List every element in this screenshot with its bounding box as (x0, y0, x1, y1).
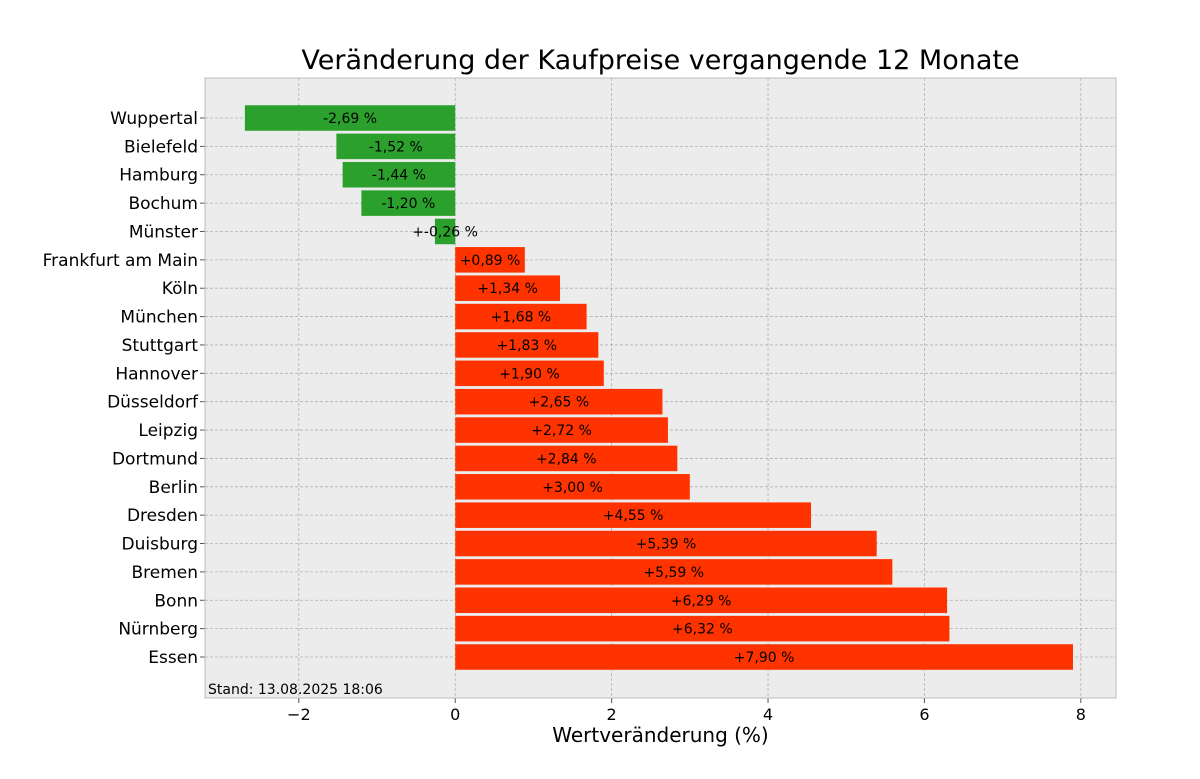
x-tick-label: −2 (287, 705, 311, 724)
x-tick-label: 6 (919, 705, 929, 724)
y-category-label: Dortmund (112, 449, 198, 469)
y-category-label: Bochum (128, 194, 198, 214)
bar (455, 388, 663, 415)
bar (244, 105, 456, 131)
bar-value-label: -1,52 % (369, 139, 423, 155)
y-category-label: Hamburg (119, 166, 198, 186)
y-category-label: Berlin (149, 478, 198, 498)
bar (455, 530, 877, 557)
bar-value-label: +1,34 % (477, 281, 538, 297)
y-category-label: Köln (162, 279, 198, 299)
bar (455, 303, 587, 330)
bar-value-label: +4,55 % (603, 508, 664, 524)
bar-value-label: +2,84 % (536, 451, 597, 467)
bar-value-labels: -2,69 % -1,52 % -1,44 % -1,20 % +-0,26 % +0,8… (323, 111, 794, 666)
y-category-label: Hannover (115, 364, 198, 384)
bar (455, 332, 599, 358)
plot-frame (204, 77, 1117, 699)
y-category-label: Wuppertal (110, 109, 198, 129)
bar (455, 559, 893, 585)
bar-value-label: +2,72 % (531, 423, 592, 439)
chart-title: Veränderung der Kaufpreise vergangende 1… (301, 45, 1019, 76)
y-category-labels: Wuppertal Bielefeld Hamburg Bochum Münster Fr… (43, 109, 205, 668)
bar (361, 190, 456, 216)
bar-value-label: +-0,26 % (412, 224, 478, 240)
bar-value-label: +1,90 % (499, 366, 560, 382)
y-category-label: Münster (129, 222, 198, 242)
y-category-label: Frankfurt am Main (43, 251, 198, 271)
bar-value-label: +5,39 % (636, 537, 697, 553)
bar-value-label: +1,83 % (496, 338, 557, 354)
y-category-label: Dresden (127, 506, 198, 526)
x-tick-label: 8 (1076, 705, 1086, 724)
bar (434, 218, 456, 245)
bar-value-label: +2,65 % (529, 395, 590, 411)
y-category-label: Stuttgart (122, 336, 199, 356)
timestamp-note: Stand: 13.08.2025 18:06 (208, 682, 383, 698)
x-tick-label: 2 (607, 705, 617, 724)
y-category-label: München (120, 308, 198, 328)
bar-value-label: +6,29 % (671, 593, 732, 609)
bar-value-label: -2,69 % (323, 111, 377, 127)
x-tick-labels: −2 0 2 4 6 8 (287, 698, 1086, 724)
y-category-label: Bielefeld (124, 137, 198, 157)
bar (455, 587, 948, 614)
bar-value-label: +3,00 % (542, 480, 603, 496)
bar-value-label: +7,90 % (734, 650, 795, 666)
y-category-label: Düsseldorf (107, 393, 199, 413)
bar (455, 247, 525, 273)
x-axis-label: Wertveränderung (%) (552, 723, 769, 747)
bar-value-label: -1,20 % (381, 196, 435, 212)
y-category-label: Bremen (131, 563, 198, 583)
y-category-label: Nürnberg (118, 620, 198, 640)
bar (455, 502, 812, 528)
y-category-label: Leipzig (138, 421, 198, 441)
x-tick-label: 4 (763, 705, 773, 724)
y-category-label: Bonn (154, 591, 198, 611)
bar (336, 133, 456, 160)
bar-value-label: +5,59 % (643, 565, 704, 581)
bar (455, 360, 604, 387)
bar-value-label: +0,89 % (460, 253, 521, 269)
bar (455, 644, 1073, 670)
bar (455, 474, 690, 500)
bar-value-label: +6,32 % (672, 622, 733, 638)
bar (455, 275, 561, 301)
y-category-label: Essen (148, 648, 198, 668)
bar-value-label: -1,44 % (372, 168, 426, 184)
bar (455, 417, 668, 443)
bar (342, 161, 456, 188)
bar (455, 615, 950, 642)
x-tick-label: 0 (450, 705, 460, 724)
bars (244, 105, 1073, 670)
bar (455, 445, 678, 472)
bar-value-label: +1,68 % (491, 310, 552, 326)
y-category-label: Duisburg (122, 535, 199, 555)
